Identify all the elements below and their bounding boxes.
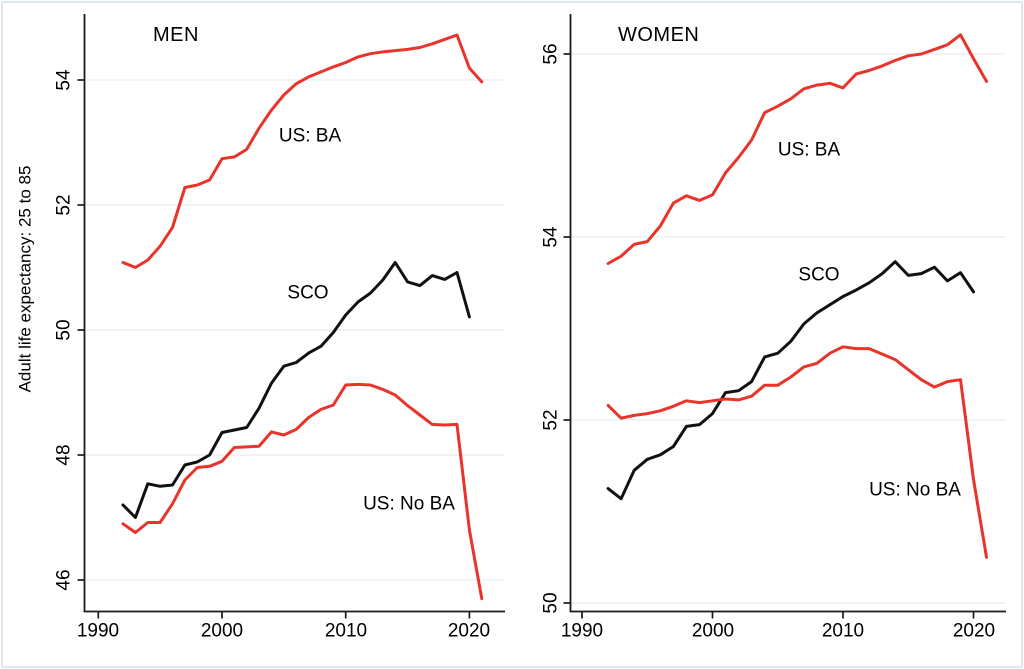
ytick-men-46: 46 — [53, 569, 75, 591]
ytick-men-50: 50 — [53, 319, 75, 341]
xtick-men-2020: 2020 — [447, 620, 491, 642]
series-label-women-sco: SCO — [798, 264, 840, 286]
series-line-men-sco — [121, 261, 471, 519]
series-label-men-sco: SCO — [287, 282, 329, 304]
xtick-women-1990: 1990 — [560, 620, 604, 642]
series-line-men-us-no-ba — [121, 382, 484, 601]
xtick-men-1990: 1990 — [76, 620, 120, 642]
series-label-women-us-ba: US: BA — [777, 139, 841, 161]
ytick-women-56: 56 — [540, 43, 562, 65]
y-axis-title: Adult life expectancy: 25 to 85 — [15, 165, 35, 393]
series-line-women-us-no-ba — [606, 345, 988, 559]
ytick-men-52: 52 — [53, 194, 75, 216]
xtick-women-2020: 2020 — [952, 620, 996, 642]
xtick-women-2000: 2000 — [691, 620, 735, 642]
xtick-men-2010: 2010 — [324, 620, 368, 642]
series-label-men-us-ba: US: BA — [278, 125, 342, 147]
series-label-men-us-no-ba: US: No BA — [363, 493, 455, 515]
ytick-women-50: 50 — [540, 592, 562, 614]
series-label-women-us-no-ba: US: No BA — [869, 479, 961, 501]
ytick-men-48: 48 — [53, 444, 75, 466]
xtick-men-2000: 2000 — [200, 620, 244, 642]
series-line-women-sco — [606, 260, 975, 501]
series-line-women-us-ba — [606, 33, 988, 265]
ytick-women-52: 52 — [540, 409, 562, 431]
ytick-women-54: 54 — [540, 226, 562, 248]
panel-title-women: WOMEN — [618, 24, 700, 46]
series-line-men-us-ba — [121, 33, 484, 269]
ytick-men-54: 54 — [53, 69, 75, 91]
panel-title-men: MEN — [153, 24, 199, 46]
xtick-women-2010: 2010 — [821, 620, 865, 642]
